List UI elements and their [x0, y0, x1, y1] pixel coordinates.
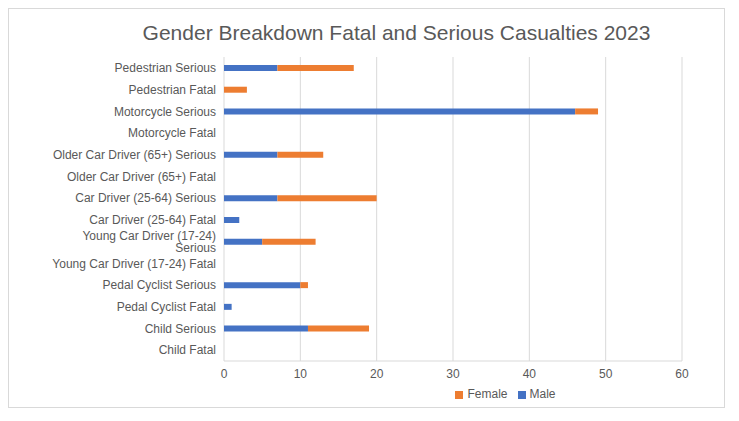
svg-text:Young Car Driver (17-24)Seriou: Young Car Driver (17-24)Serious [82, 229, 216, 255]
svg-text:Child Serious: Child Serious [145, 322, 216, 336]
svg-text:Car Driver (25-64) Fatal: Car Driver (25-64) Fatal [89, 213, 216, 227]
svg-text:Pedal Cyclist Serious: Pedal Cyclist Serious [103, 278, 216, 292]
svg-text:Older Car Driver (65+) Fatal: Older Car Driver (65+) Fatal [67, 170, 216, 184]
svg-text:Pedestrian Fatal: Pedestrian Fatal [129, 83, 216, 97]
svg-text:Pedal Cyclist Fatal: Pedal Cyclist Fatal [117, 300, 216, 314]
svg-text:Motorcycle Serious: Motorcycle Serious [114, 105, 216, 119]
svg-text:60: 60 [675, 367, 689, 381]
svg-text:Car Driver (25-64) Serious: Car Driver (25-64) Serious [75, 191, 216, 205]
svg-text:50: 50 [599, 367, 613, 381]
html-text:Male: Male [529, 387, 556, 401]
svg-text:Pedestrian Serious: Pedestrian Serious [115, 61, 216, 75]
svg-text:10: 10 [294, 367, 308, 381]
svg-text:Young Car Driver (17-24) Fatal: Young Car Driver (17-24) Fatal [52, 257, 216, 271]
svg-text:0: 0 [221, 367, 228, 381]
svg-text:30: 30 [446, 367, 460, 381]
svg-text:20: 20 [370, 367, 384, 381]
svg-text:Older Car Driver (65+) Serious: Older Car Driver (65+) Serious [53, 148, 216, 162]
svg-text:Child Fatal: Child Fatal [159, 343, 216, 357]
html-text:Gender Breakdown Fatal and Ser: Gender Breakdown Fatal and Serious Casua… [142, 21, 651, 44]
svg-text:Motorcycle Fatal: Motorcycle Fatal [128, 126, 216, 140]
svg-text:40: 40 [523, 367, 537, 381]
html-text:Female: Female [467, 387, 508, 401]
